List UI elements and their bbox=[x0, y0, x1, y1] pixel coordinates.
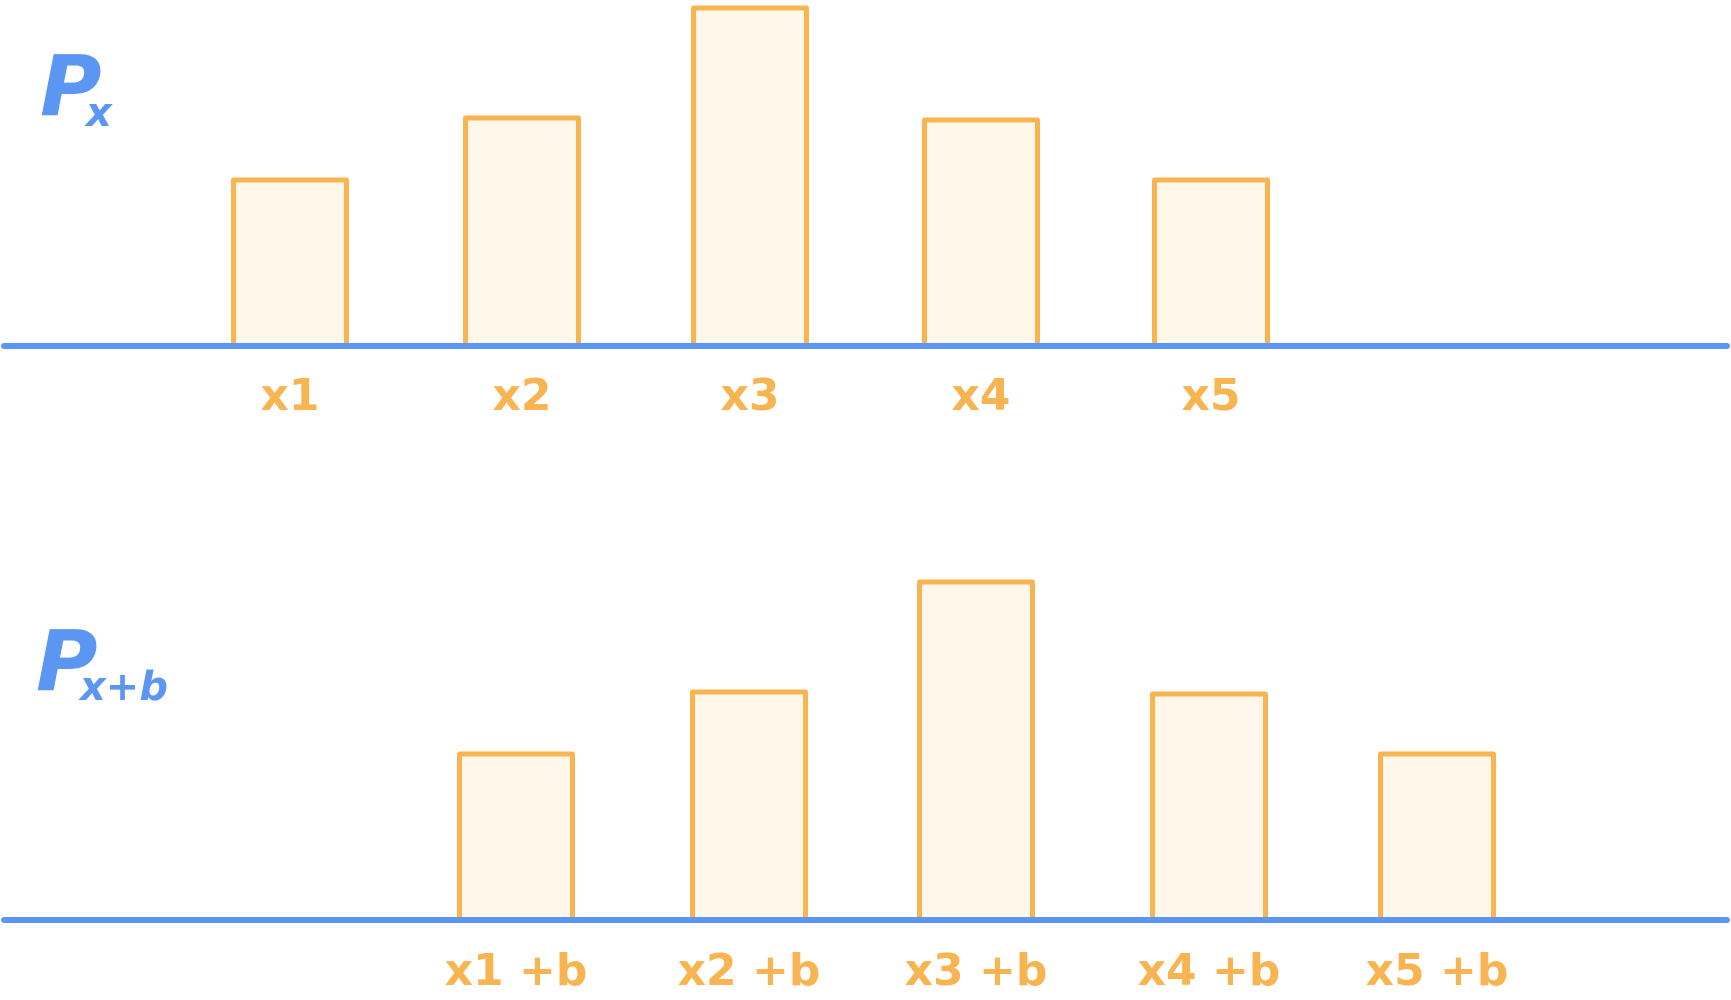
bar-group bbox=[457, 579, 1496, 923]
tick-label: x4 bbox=[952, 370, 1011, 421]
bar-x1-plus-b bbox=[457, 751, 575, 923]
y-axis-label-subscript: x+b bbox=[78, 664, 168, 710]
tick-label: x1 +b bbox=[445, 945, 588, 996]
bar-x1 bbox=[231, 177, 349, 349]
tick-label: x1 bbox=[261, 370, 320, 421]
y-axis-label: P bbox=[40, 37, 102, 135]
tick-label: x3 bbox=[721, 370, 780, 421]
bar-x3-plus-b bbox=[917, 579, 1035, 923]
bar-x2 bbox=[463, 115, 581, 349]
bar-x2-plus-b bbox=[690, 689, 808, 923]
tick-labels: x1 x2 x3 x4 x5 bbox=[261, 370, 1241, 421]
tick-labels: x1 +b x2 +b x3 +b x4 +b x5 +b bbox=[445, 945, 1509, 996]
bar-group bbox=[231, 5, 1270, 349]
chart-panel-px: P x x1 x2 x3 x4 x5 bbox=[1, 5, 1730, 421]
bar-x5-plus-b bbox=[1378, 751, 1496, 923]
tick-label: x2 +b bbox=[678, 945, 821, 996]
y-axis-label: P bbox=[36, 612, 98, 710]
tick-label: x5 +b bbox=[1366, 945, 1509, 996]
y-axis-label-subscript: x bbox=[84, 90, 113, 136]
tick-label: x4 +b bbox=[1138, 945, 1281, 996]
bar-x5 bbox=[1152, 177, 1270, 349]
bar-x4-plus-b bbox=[1150, 691, 1268, 923]
bar-x4 bbox=[922, 117, 1040, 349]
tick-label: x5 bbox=[1182, 370, 1241, 421]
tick-label: x2 bbox=[493, 370, 552, 421]
bar-x3 bbox=[691, 5, 809, 349]
tick-label: x3 +b bbox=[905, 945, 1048, 996]
chart-panel-px-plus-b: P x+b x1 +b x2 +b x3 +b x4 +b x5 +b bbox=[1, 579, 1730, 996]
